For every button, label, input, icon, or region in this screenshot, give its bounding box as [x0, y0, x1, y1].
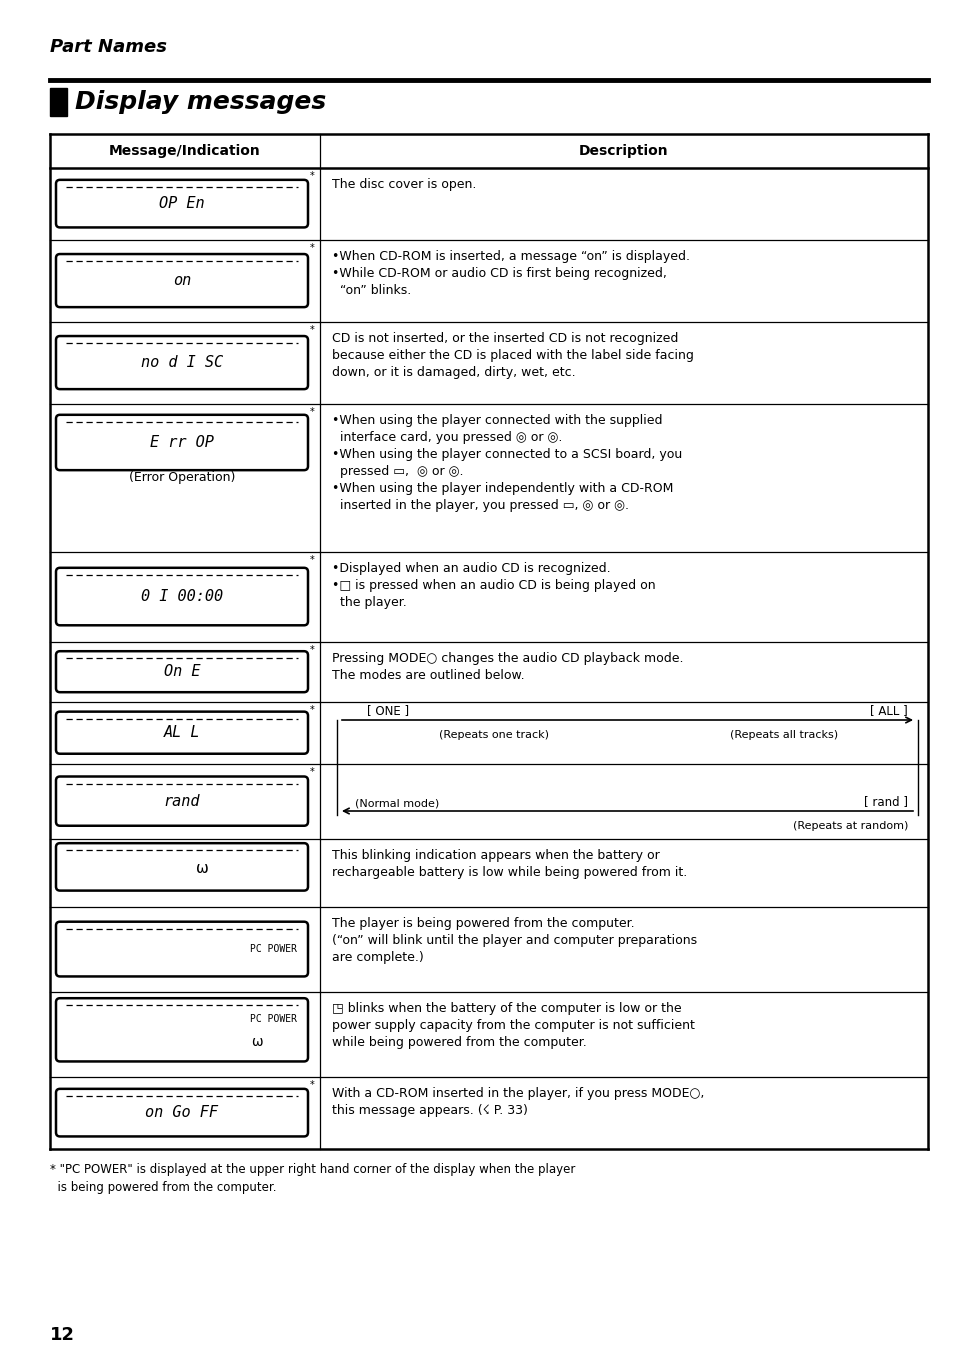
Text: CD is not inserted, or the inserted CD is not recognized: CD is not inserted, or the inserted CD i…	[332, 332, 678, 344]
Text: •While CD-ROM or audio CD is first being recognized,: •While CD-ROM or audio CD is first being…	[332, 268, 666, 280]
FancyBboxPatch shape	[56, 652, 308, 693]
Text: this message appears. (☇ P. 33): this message appears. (☇ P. 33)	[332, 1104, 527, 1117]
Text: is being powered from the computer.: is being powered from the computer.	[50, 1181, 276, 1194]
Text: the player.: the player.	[332, 595, 406, 609]
Text: This blinking indication appears when the battery or: This blinking indication appears when th…	[332, 849, 659, 862]
Text: * "PC POWER" is displayed at the upper right hand corner of the display when the: * "PC POWER" is displayed at the upper r…	[50, 1163, 575, 1176]
Text: “on” blinks.: “on” blinks.	[332, 284, 411, 296]
Text: •Displayed when an audio CD is recognized.: •Displayed when an audio CD is recognize…	[332, 563, 610, 575]
Text: interface card, you pressed ◎ or ◎.: interface card, you pressed ◎ or ◎.	[332, 431, 561, 445]
Text: (Repeats all tracks): (Repeats all tracks)	[730, 730, 838, 740]
Text: The player is being powered from the computer.: The player is being powered from the com…	[332, 916, 634, 930]
Text: because either the CD is placed with the label side facing: because either the CD is placed with the…	[332, 348, 693, 362]
FancyBboxPatch shape	[56, 568, 308, 626]
Text: With a CD-ROM inserted in the player, if you press MODE○,: With a CD-ROM inserted in the player, if…	[332, 1087, 703, 1100]
Text: rechargeable battery is low while being powered from it.: rechargeable battery is low while being …	[332, 866, 686, 879]
Text: on: on	[172, 273, 191, 288]
FancyBboxPatch shape	[56, 777, 308, 826]
Text: pressed ▭,  ◎ or ◎.: pressed ▭, ◎ or ◎.	[332, 465, 463, 477]
Text: 12: 12	[50, 1325, 75, 1345]
Text: Message/Indication: Message/Indication	[109, 144, 260, 158]
FancyBboxPatch shape	[56, 414, 308, 471]
Text: are complete.): are complete.)	[332, 951, 423, 965]
FancyBboxPatch shape	[56, 1089, 308, 1136]
Text: The modes are outlined below.: The modes are outlined below.	[332, 670, 524, 682]
FancyBboxPatch shape	[56, 844, 308, 890]
Text: *: *	[310, 1080, 314, 1089]
Text: (“on” will blink until the player and computer preparations: (“on” will blink until the player and co…	[332, 934, 697, 947]
Text: PC POWER: PC POWER	[250, 1014, 296, 1024]
Text: •When CD-ROM is inserted, a message “on” is displayed.: •When CD-ROM is inserted, a message “on”…	[332, 250, 689, 263]
Text: OP En: OP En	[159, 196, 205, 211]
FancyBboxPatch shape	[56, 712, 308, 753]
Text: [ rand ]: [ rand ]	[863, 794, 907, 808]
Text: *: *	[310, 243, 314, 252]
Text: Description: Description	[578, 144, 668, 158]
Text: Display messages: Display messages	[75, 91, 326, 114]
Text: *: *	[310, 705, 314, 715]
FancyBboxPatch shape	[56, 336, 308, 390]
Text: •When using the player connected with the supplied: •When using the player connected with th…	[332, 414, 661, 427]
Text: rand: rand	[164, 793, 200, 808]
Text: AL L: AL L	[164, 726, 200, 740]
Text: ω: ω	[251, 1034, 262, 1050]
Text: E rr OP: E rr OP	[150, 435, 213, 450]
Text: (Repeats one track): (Repeats one track)	[438, 730, 548, 740]
Text: (Repeats at random): (Repeats at random)	[792, 820, 907, 831]
Text: *: *	[310, 645, 314, 654]
FancyBboxPatch shape	[56, 999, 308, 1062]
Text: [ ONE ]: [ ONE ]	[367, 704, 409, 718]
Text: •□ is pressed when an audio CD is being played on: •□ is pressed when an audio CD is being …	[332, 579, 655, 591]
Text: [ ALL ]: [ ALL ]	[869, 704, 907, 718]
Text: *: *	[310, 172, 314, 181]
Text: ◳ blinks when the battery of the computer is low or the: ◳ blinks when the battery of the compute…	[332, 1002, 680, 1015]
Text: (Normal mode): (Normal mode)	[355, 799, 438, 808]
Text: 0 I 00:00: 0 I 00:00	[141, 589, 223, 604]
Text: PC POWER: PC POWER	[250, 944, 296, 954]
FancyBboxPatch shape	[56, 254, 308, 307]
Text: (Error Operation): (Error Operation)	[129, 471, 235, 484]
Text: •When using the player connected to a SCSI board, you: •When using the player connected to a SC…	[332, 449, 681, 461]
Text: On E: On E	[164, 664, 200, 679]
Text: ω: ω	[195, 862, 208, 877]
Text: *: *	[310, 767, 314, 777]
Text: Part Names: Part Names	[50, 38, 167, 56]
Text: *: *	[310, 556, 314, 565]
Text: no d I SC: no d I SC	[141, 355, 223, 370]
Text: on Go FF: on Go FF	[146, 1104, 218, 1120]
Text: *: *	[310, 325, 314, 335]
Text: *: *	[310, 407, 314, 417]
FancyBboxPatch shape	[56, 922, 308, 977]
Text: down, or it is damaged, dirty, wet, etc.: down, or it is damaged, dirty, wet, etc.	[332, 366, 575, 379]
Text: Pressing MODE○ changes the audio CD playback mode.: Pressing MODE○ changes the audio CD play…	[332, 652, 682, 665]
Text: inserted in the player, you pressed ▭, ◎ or ◎.: inserted in the player, you pressed ▭, ◎…	[332, 499, 628, 512]
FancyBboxPatch shape	[56, 180, 308, 228]
Text: •When using the player independently with a CD-ROM: •When using the player independently wit…	[332, 482, 673, 495]
Bar	[50, 88, 67, 117]
Text: while being powered from the computer.: while being powered from the computer.	[332, 1036, 586, 1050]
Text: power supply capacity from the computer is not sufficient: power supply capacity from the computer …	[332, 1019, 694, 1032]
Text: The disc cover is open.: The disc cover is open.	[332, 178, 476, 191]
